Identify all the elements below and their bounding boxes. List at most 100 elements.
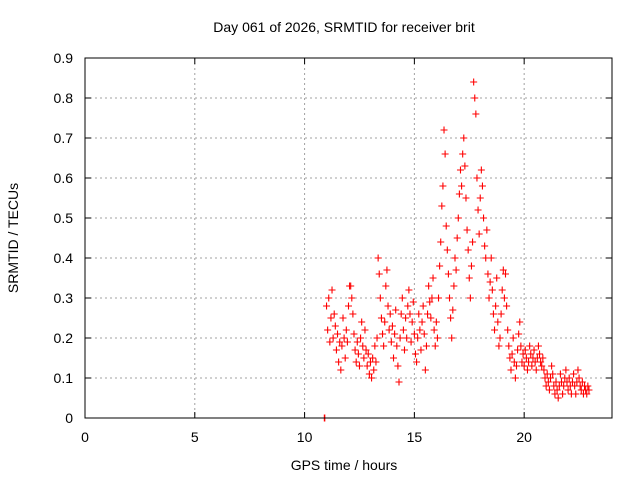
data-point: [525, 358, 533, 366]
data-point: [377, 314, 385, 322]
data-point: [402, 314, 410, 322]
y-tick-label: 0: [65, 410, 73, 426]
data-point: [572, 390, 580, 398]
y-tick-label: 0.2: [54, 330, 74, 346]
data-point: [343, 338, 351, 346]
data-point: [511, 374, 519, 382]
data-point: [475, 230, 483, 238]
data-point: [486, 278, 494, 286]
data-point: [456, 166, 464, 174]
data-point: [467, 262, 475, 270]
data-point: [380, 342, 388, 350]
data-point: [562, 366, 570, 374]
data-point: [326, 338, 334, 346]
data-point: [355, 362, 363, 370]
data-point: [358, 318, 366, 326]
data-point: [349, 310, 357, 318]
y-tick-label: 0.3: [54, 290, 74, 306]
data-point: [446, 294, 454, 302]
chart-title: Day 061 of 2026, SRMTID for receiver bri…: [213, 19, 475, 35]
data-point: [383, 266, 391, 274]
data-point: [466, 294, 474, 302]
data-point: [450, 282, 458, 290]
data-point: [329, 334, 337, 342]
data-point: [443, 246, 451, 254]
y-tick-label: 0.4: [54, 250, 74, 266]
data-point: [508, 350, 516, 358]
data-point: [416, 326, 424, 334]
data-point: [485, 294, 493, 302]
data-point: [388, 322, 396, 330]
data-point: [361, 326, 369, 334]
data-point: [455, 190, 463, 198]
grid-lines: [85, 58, 612, 418]
data-point: [551, 390, 559, 398]
data-point: [449, 306, 457, 314]
data-point: [481, 242, 489, 250]
data-point: [360, 354, 368, 362]
data-point: [438, 202, 446, 210]
data-point: [553, 386, 561, 394]
data-point: [369, 354, 377, 362]
data-point: [444, 270, 452, 278]
data-point: [509, 334, 517, 342]
data-point: [496, 334, 504, 342]
data-point: [483, 226, 491, 234]
data-point: [478, 182, 486, 190]
data-point: [574, 366, 582, 374]
data-point: [376, 294, 384, 302]
x-tick-label: 10: [297, 429, 313, 445]
data-point: [375, 270, 383, 278]
data-point: [332, 346, 340, 354]
data-point: [425, 282, 433, 290]
data-point: [537, 358, 545, 366]
data-point: [544, 378, 552, 386]
data-point: [433, 334, 441, 342]
data-point: [503, 302, 511, 310]
data-point: [514, 346, 522, 354]
data-point: [336, 338, 344, 346]
x-tick-label: 20: [516, 429, 532, 445]
data-point: [323, 302, 331, 310]
data-point: [390, 354, 398, 362]
data-point: [518, 358, 526, 366]
data-point: [351, 346, 359, 354]
data-point: [517, 342, 525, 350]
data-point: [429, 274, 437, 282]
y-tick-label: 0.9: [54, 50, 74, 66]
data-point: [350, 330, 358, 338]
data-point: [364, 350, 372, 358]
data-point: [538, 362, 546, 370]
data-point: [519, 350, 527, 358]
data-point: [420, 330, 428, 338]
data-point: [472, 110, 480, 118]
data-point: [530, 346, 538, 354]
data-point: [452, 266, 460, 274]
data-point: [521, 346, 529, 354]
data-point: [385, 326, 393, 334]
data-point: [578, 378, 586, 386]
data-point: [392, 306, 400, 314]
data-point: [327, 314, 335, 322]
data-point: [451, 254, 459, 262]
data-point: [460, 134, 468, 142]
data-point: [497, 310, 505, 318]
data-point: [418, 318, 426, 326]
data-point: [510, 358, 518, 366]
data-point: [575, 374, 583, 382]
data-point: [484, 270, 492, 278]
data-point: [411, 350, 419, 358]
data-point: [462, 194, 470, 202]
data-point: [539, 354, 547, 362]
data-point: [395, 378, 403, 386]
data-point: [379, 330, 387, 338]
data-point: [564, 386, 572, 394]
data-point: [439, 182, 447, 190]
data-point: [554, 394, 562, 402]
data-point: [526, 342, 534, 350]
data-point: [398, 294, 406, 302]
data-point: [373, 334, 381, 342]
data-point: [391, 330, 399, 338]
data-point: [419, 302, 427, 310]
